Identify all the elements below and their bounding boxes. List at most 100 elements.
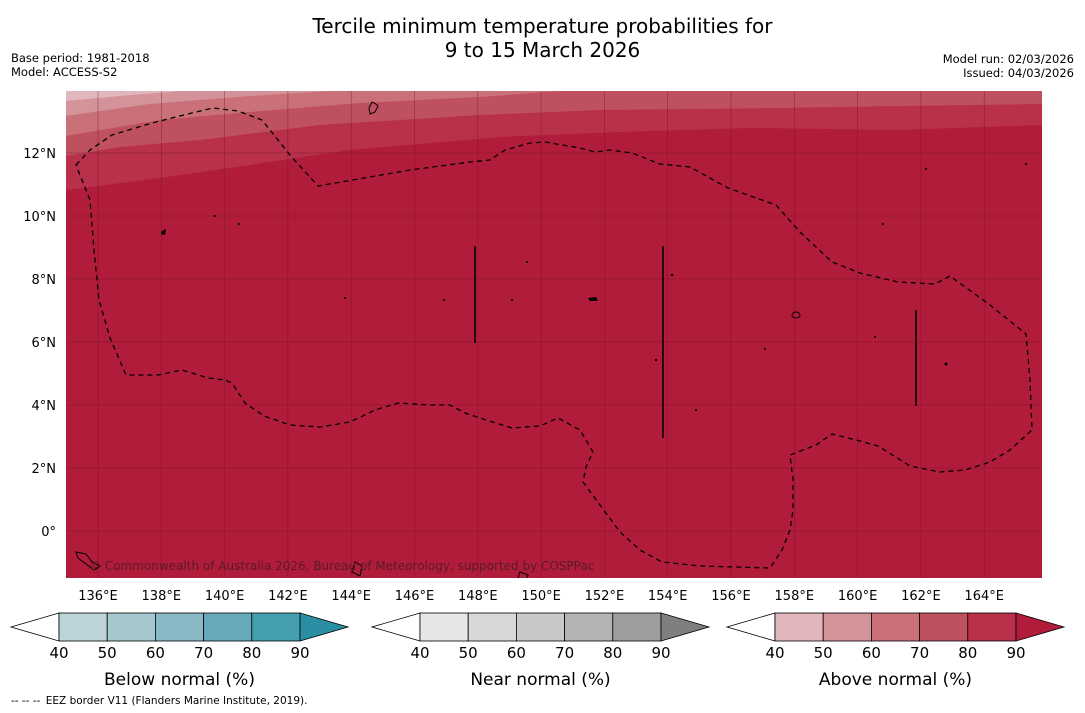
lon-tick-label: 154°E <box>648 589 688 604</box>
legend-color-bin <box>516 612 566 642</box>
legend-color-bin <box>612 612 662 642</box>
lon-tick-label: 144°E <box>331 589 371 604</box>
meta-left: Base period: 1981-2018 Model: ACCESS-S2 <box>11 51 150 79</box>
legend-colorbar: 40 50 60 70 80 90 Below normal (%) <box>9 612 350 690</box>
meta-right: Model run: 02/03/2026 Issued: 04/03/2026 <box>943 52 1074 80</box>
legend-title: Below normal (%) <box>104 670 255 690</box>
legend-arrow-high <box>660 612 711 642</box>
eez-footnote: -- -- -- EEZ border V11 (Flanders Marine… <box>11 695 309 707</box>
island-outline <box>526 261 528 263</box>
legend-tick-label: 80 <box>603 644 622 662</box>
lon-tick-label: 150°E <box>521 589 561 604</box>
lat-tick-label: 10°N <box>23 210 56 225</box>
model-run: Model run: 02/03/2026 <box>942 52 1074 66</box>
issued-date: Issued: 04/03/2026 <box>963 66 1074 80</box>
island-outline <box>368 101 379 115</box>
island-outline <box>944 362 948 366</box>
field-band-40 <box>66 91 180 101</box>
lon-tick-label: 152°E <box>585 589 625 604</box>
lon-tick-label: 164°E <box>964 589 1004 604</box>
legend-tick-label: 70 <box>910 644 929 662</box>
legend-color-bin <box>967 612 1017 642</box>
field-base <box>66 91 1042 578</box>
legend-color-bin <box>106 612 156 642</box>
legend-color-bin <box>154 612 204 642</box>
latitude-labels: 12°N 10°N 8°N 6°N 4°N 2°N 0° <box>23 147 56 540</box>
lon-tick-label: 142°E <box>268 589 308 604</box>
island-outline <box>695 409 697 411</box>
island-outline <box>214 215 216 217</box>
legend-colorbar: 40 50 60 70 80 90 Near normal (%) <box>370 612 711 690</box>
island-outline <box>1025 163 1027 165</box>
lon-tick-label: 162°E <box>901 589 941 604</box>
title-line-1: Tercile minimum temperature probabilitie… <box>312 14 773 38</box>
legend-tick-label: 70 <box>194 644 213 662</box>
legend-color-bin <box>419 612 469 642</box>
island-outline <box>511 299 513 301</box>
island-outline <box>344 297 346 299</box>
legend-tick-label: 90 <box>651 644 670 662</box>
legend-color-bin <box>203 612 253 642</box>
legend-tick-label: 60 <box>507 644 526 662</box>
lat-tick-label: 0° <box>41 525 56 540</box>
field-band-60 <box>66 91 560 136</box>
graticule <box>66 91 1042 578</box>
legend-tick-label: 70 <box>555 644 574 662</box>
lon-tick-label: 158°E <box>775 589 815 604</box>
legend-tick-label: 60 <box>862 644 881 662</box>
model-name: Model: ACCESS-S2 <box>11 65 118 79</box>
lon-tick-label: 136°E <box>78 589 118 604</box>
lon-tick-label: 156°E <box>711 589 751 604</box>
dash-symbol: -- -- -- <box>11 695 41 707</box>
lon-tick-label: 138°E <box>142 589 182 604</box>
legend-tick-label: 40 <box>765 644 784 662</box>
lon-tick-label: 148°E <box>458 589 498 604</box>
island-outline <box>925 168 927 170</box>
lat-tick-label: 4°N <box>32 399 57 414</box>
island-outline <box>791 311 801 319</box>
footnote-text: EEZ border V11 (Flanders Marine Institut… <box>45 695 308 707</box>
island-outline <box>351 561 363 577</box>
copyright-notice: © Commonwealth of Australia 2026, Bureau… <box>89 559 594 573</box>
lat-tick-label: 2°N <box>32 462 57 477</box>
legend-tick-label: 80 <box>242 644 261 662</box>
legend-color-bin <box>919 612 969 642</box>
island-outline <box>161 229 166 235</box>
legend-arrow-low <box>725 612 776 642</box>
island-outline <box>764 348 766 350</box>
lat-tick-label: 6°N <box>32 336 57 351</box>
island-outline <box>670 273 674 277</box>
island-outline <box>874 336 876 338</box>
base-period: Base period: 1981-2018 <box>11 51 150 65</box>
legend-color-bin <box>871 612 921 642</box>
island-outline <box>654 358 658 362</box>
legend-color-bin <box>564 612 614 642</box>
lat-tick-label: 12°N <box>23 147 56 162</box>
legend-tick-label: 40 <box>410 644 429 662</box>
legend-color-bin <box>251 612 301 642</box>
island-outline <box>588 297 598 301</box>
legend-color-bin <box>774 612 824 642</box>
legend-tick-label: 60 <box>146 644 165 662</box>
legend-tick-label: 50 <box>459 644 478 662</box>
legend-color-bin <box>822 612 872 642</box>
island-outline <box>443 299 445 301</box>
island-outline <box>238 223 240 225</box>
lat-tick-label: 8°N <box>32 273 57 288</box>
island-outline <box>75 551 101 571</box>
legend-tick-label: 40 <box>49 644 68 662</box>
island-outline <box>517 571 529 578</box>
legend-title: Above normal (%) <box>819 670 972 690</box>
legend-tick-label: 80 <box>958 644 977 662</box>
legend-arrow-low <box>9 612 60 642</box>
legend-color-bin <box>467 612 517 642</box>
lon-tick-label: 140°E <box>205 589 245 604</box>
legend-arrow-high <box>299 612 350 642</box>
eez-border <box>75 107 1033 569</box>
island-outline <box>882 223 884 225</box>
legend-colorbars: 40 50 60 70 80 90 Below normal (%) 40 50 60 70 80 90… <box>9 612 1066 690</box>
legend-arrow-low <box>370 612 421 642</box>
legend-tick-label: 50 <box>814 644 833 662</box>
chart-title: Tercile minimum temperature probabilitie… <box>0 14 1085 62</box>
